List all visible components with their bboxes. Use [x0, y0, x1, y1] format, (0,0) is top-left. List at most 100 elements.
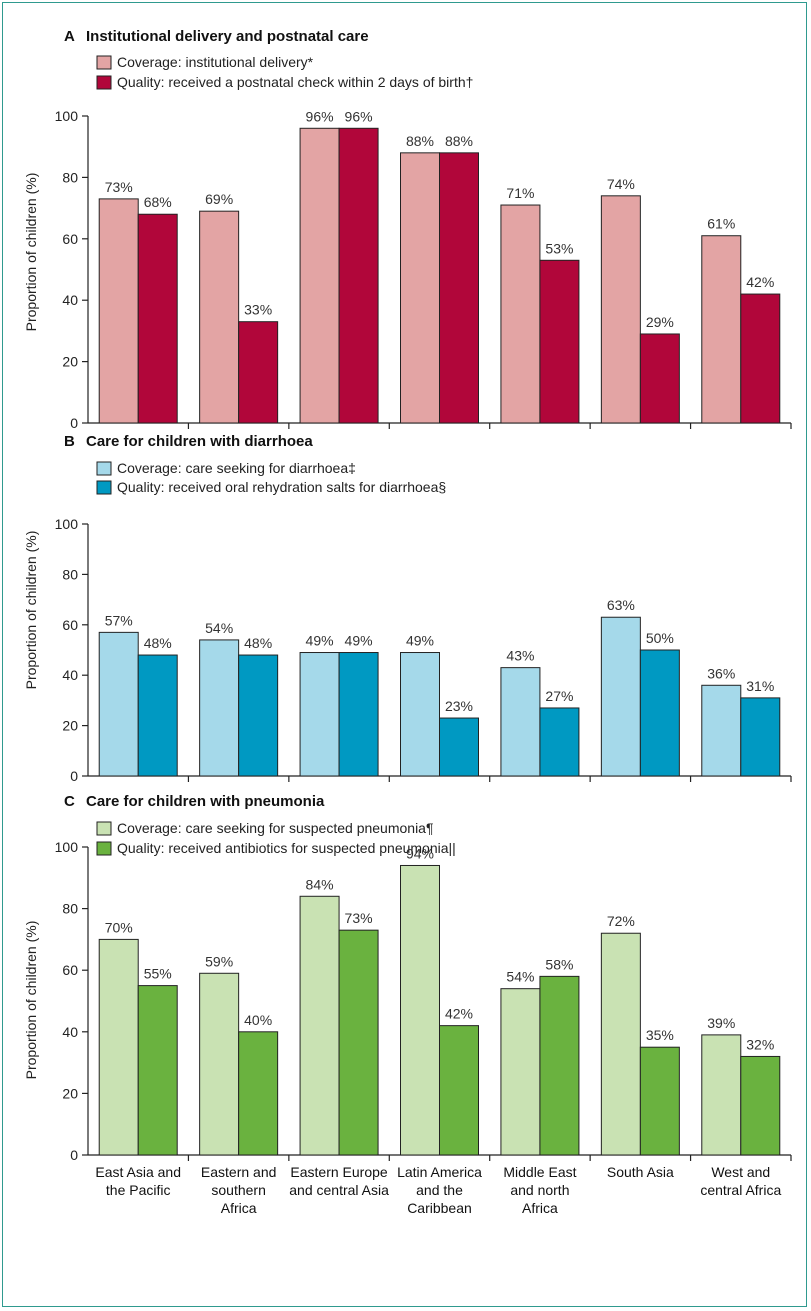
- panel-a-bar-quality: [137, 213, 178, 424]
- legend-swatch-c-quality: [96, 841, 112, 856]
- panel-c-bar-quality: [439, 1025, 479, 1156]
- panel-b-bar-quality: [137, 654, 178, 777]
- panel-b-data-label: 27%: [545, 688, 573, 704]
- panel-c-data-label: 70%: [105, 919, 133, 935]
- panel-c-data-label: 72%: [607, 913, 635, 929]
- panel-c-bar-coverage: [600, 932, 641, 1156]
- panel-a-data-label: 61%: [707, 216, 735, 232]
- panel-a-letter: A: [64, 28, 75, 45]
- panel-c-bar-coverage: [500, 988, 541, 1156]
- panel-b-legend: Coverage: care seeking for diarrhoea‡ Qu…: [96, 460, 446, 495]
- panel-b-bar-quality: [338, 652, 379, 777]
- panel-b-data-label: 49%: [306, 633, 334, 649]
- panel-b-y-tick-label: 0: [70, 768, 78, 784]
- panel-b-y-axis-label: Proportion of children (%): [23, 531, 39, 690]
- panel-c-data-label: 42%: [445, 1006, 473, 1022]
- panel-c-data-label: 54%: [506, 969, 534, 985]
- panel-a-y-tick-label: 40: [62, 292, 78, 308]
- panel-b-data-label: 63%: [607, 597, 635, 613]
- panel-c: C Care for children with pneumonia Cover…: [23, 793, 792, 1216]
- legend-swatch-b-coverage: [96, 461, 112, 476]
- panel-a-data-label: 88%: [406, 133, 434, 149]
- category-label: Africa: [522, 1200, 558, 1216]
- panel-b-data-label: 54%: [205, 620, 233, 636]
- panel-a-bar-quality: [338, 127, 379, 424]
- category-label: Eastern and: [201, 1164, 277, 1180]
- panel-b-bar-coverage: [600, 616, 641, 777]
- legend-label-a-quality: Quality: received a postnatal check with…: [117, 74, 473, 90]
- category-label: Middle East: [503, 1164, 576, 1180]
- panel-b-data-label: 57%: [105, 612, 133, 628]
- panel-c-bars: [98, 864, 781, 1156]
- panel-c-y-tick-label: 20: [62, 1085, 78, 1101]
- legend-label-c-coverage: Coverage: care seeking for suspected pne…: [117, 820, 433, 836]
- panel-a-data-label: 88%: [445, 133, 473, 149]
- panel-c-y-tick-label: 0: [70, 1147, 78, 1163]
- panel-a-legend: Coverage: institutional delivery* Qualit…: [96, 54, 473, 90]
- legend-swatch-c-coverage: [96, 821, 112, 836]
- panel-a-bar-quality: [740, 293, 781, 424]
- category-label: central Africa: [700, 1182, 781, 1198]
- panel-c-bar-coverage: [98, 938, 139, 1156]
- panel-a-bar-quality: [238, 321, 279, 424]
- panel-a-data-label: 29%: [646, 314, 674, 330]
- panel-c-y-axis-label: Proportion of children (%): [23, 921, 39, 1080]
- panel-c-bar-quality: [740, 1055, 781, 1156]
- category-label: the Pacific: [106, 1182, 171, 1198]
- panel-a-bar-coverage: [400, 152, 440, 424]
- panel-c-y-tick-label: 40: [62, 1024, 78, 1040]
- panel-c-data-label: 40%: [244, 1012, 272, 1028]
- panel-c-letter: C: [64, 793, 75, 810]
- panel-a-data-label: 53%: [545, 240, 573, 256]
- panel-b-data-label: 48%: [244, 635, 272, 651]
- category-label: Latin America: [397, 1164, 482, 1180]
- panel-c-title: Care for children with pneumonia: [86, 793, 325, 810]
- panel-c-bar-quality: [137, 985, 178, 1156]
- panel-c-bar-coverage: [701, 1034, 742, 1156]
- panel-c-bar-quality: [238, 1031, 279, 1156]
- panel-a-data-label: 96%: [306, 108, 334, 124]
- panel-c-bar-quality: [338, 929, 379, 1156]
- panel-b-data-label: 50%: [646, 630, 674, 646]
- panel-c-y-tick-label: 100: [55, 839, 79, 855]
- panel-b-bar-quality: [740, 697, 781, 777]
- panel-a-bars: [98, 127, 781, 424]
- legend-label-b-coverage: Coverage: care seeking for diarrhoea‡: [117, 460, 356, 476]
- panel-c-y-tick-label: 80: [62, 901, 78, 917]
- panel-a-data-label: 69%: [205, 191, 233, 207]
- category-label: and the: [416, 1182, 463, 1198]
- panel-c-data-label: 32%: [746, 1036, 774, 1052]
- panel-a-bar-coverage: [500, 204, 541, 424]
- panel-a-data-label: 74%: [607, 176, 635, 192]
- panel-b-bar-coverage: [299, 652, 340, 777]
- panel-c-bar-coverage: [299, 895, 340, 1156]
- panel-b: B Care for children with diarrhoea Cover…: [23, 433, 792, 784]
- panel-c-y-tick-label: 60: [62, 962, 78, 978]
- panel-c-data-label: 58%: [545, 956, 573, 972]
- legend-swatch-a-quality: [96, 75, 112, 90]
- panel-a-y-tick-label: 60: [62, 231, 78, 247]
- panel-b-data-label: 49%: [345, 633, 373, 649]
- panel-b-bar-coverage: [500, 667, 541, 777]
- panel-b-y-tick-label: 100: [55, 516, 79, 532]
- panel-a-data-label: 71%: [506, 185, 534, 201]
- panel-c-data-label: 94%: [406, 845, 434, 861]
- legend-swatch-b-quality: [96, 480, 112, 495]
- category-label: southern: [211, 1182, 265, 1198]
- panel-a-y-tick-label: 0: [70, 415, 78, 431]
- panel-a: A Institutional delivery and postnatal c…: [23, 28, 792, 431]
- panel-a-bar-quality: [439, 152, 479, 424]
- category-label: and central Asia: [289, 1182, 389, 1198]
- panel-b-data-label: 48%: [144, 635, 172, 651]
- panel-a-bar-quality: [539, 259, 580, 424]
- panel-b-bar-coverage: [701, 684, 742, 777]
- panel-b-bars: [98, 616, 781, 777]
- panel-b-data-label: 31%: [746, 678, 774, 694]
- panel-b-title: Care for children with diarrhoea: [86, 433, 313, 450]
- panel-c-data-label: 39%: [707, 1015, 735, 1031]
- panel-b-bar-coverage: [98, 631, 139, 777]
- panel-a-y-axis-label: Proportion of children (%): [23, 173, 39, 332]
- panel-b-data-label: 36%: [707, 665, 735, 681]
- panel-b-bar-quality: [539, 707, 580, 777]
